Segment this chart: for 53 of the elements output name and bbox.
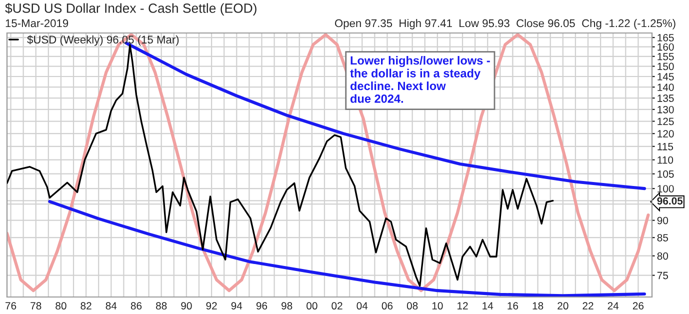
x-tick-label: 86 [130, 302, 142, 310]
x-tick-label: 92 [206, 302, 217, 310]
line-series [7, 44, 554, 287]
y-tick-label: 105 [658, 170, 674, 178]
text: Open 97.35 High 97.41 Low 95.93 Close 96.05 Chg -1.22 (-1.25%) [334, 19, 676, 30]
y-tick-label: 135 [658, 94, 674, 102]
x-tick-label: 04 [356, 302, 368, 310]
y-tick-label: 115 [658, 143, 674, 150]
y-tick-label: 165 [658, 34, 674, 42]
y-tick-label: 155 [658, 53, 674, 60]
x-tick-label: 78 [30, 302, 42, 310]
y-tick-label: 150 [658, 62, 674, 70]
y-tick-label: 90 [657, 216, 668, 224]
x-tick-label: 90 [181, 302, 192, 310]
legend-label: $USD (Weekly) 96.05 (15 Mar) [27, 35, 179, 46]
y-tick-label: 145 [658, 73, 674, 80]
y-tick-label: 160 [658, 43, 674, 51]
x-tick-label: 00 [306, 302, 318, 310]
x-tick-label: 94 [231, 302, 242, 310]
y-tick-label: 120 [658, 130, 674, 138]
y-tick-label: 96.05 [657, 197, 683, 205]
y-tick-label: 85 [657, 234, 668, 242]
x-tick-label: 82 [80, 302, 92, 310]
y-tick-label: 140 [658, 84, 674, 91]
y-tick-label: 100 [658, 185, 674, 192]
y-tick-label: 110 [658, 156, 674, 164]
x-tick-label: 06 [382, 302, 393, 310]
x-tick-label: 16 [508, 302, 518, 310]
y-tick-label: 125 [658, 118, 674, 126]
text: 15-Mar-2019 [6, 19, 68, 28]
chart-title: $USD US Dollar Index - Cash Settle (EOD) [5, 2, 256, 16]
x-tick-label: 88 [156, 302, 167, 310]
x-tick-label: 76 [6, 302, 16, 310]
y-tick-label: 75 [657, 272, 668, 280]
x-tick-label: 20 [558, 302, 568, 310]
y-tick-label: 80 [657, 252, 668, 260]
x-tick-label: 18 [532, 302, 544, 310]
x-tick-label: 96 [256, 302, 268, 310]
x-tick-label: 98 [282, 302, 292, 310]
x-tick-label: 24 [608, 302, 619, 310]
x-tick-label: 02 [332, 302, 342, 310]
x-tick-label: 26 [632, 302, 644, 310]
x-tick-label: 08 [406, 302, 418, 310]
x-tick-label: 80 [56, 302, 66, 310]
annotation: Lower highs/lower lows - the dollar is in a steady decline. Next low due 2024. [350, 56, 490, 103]
x-tick-label: 84 [106, 302, 117, 310]
line-series [7, 33, 650, 292]
y-tick-label: 130 [658, 106, 674, 114]
x-tick-label: 12 [458, 302, 468, 310]
line-series [48, 200, 646, 297]
x-tick-label: 10 [432, 302, 443, 310]
x-tick-label: 22 [582, 302, 594, 310]
x-tick-label: 14 [482, 302, 494, 310]
